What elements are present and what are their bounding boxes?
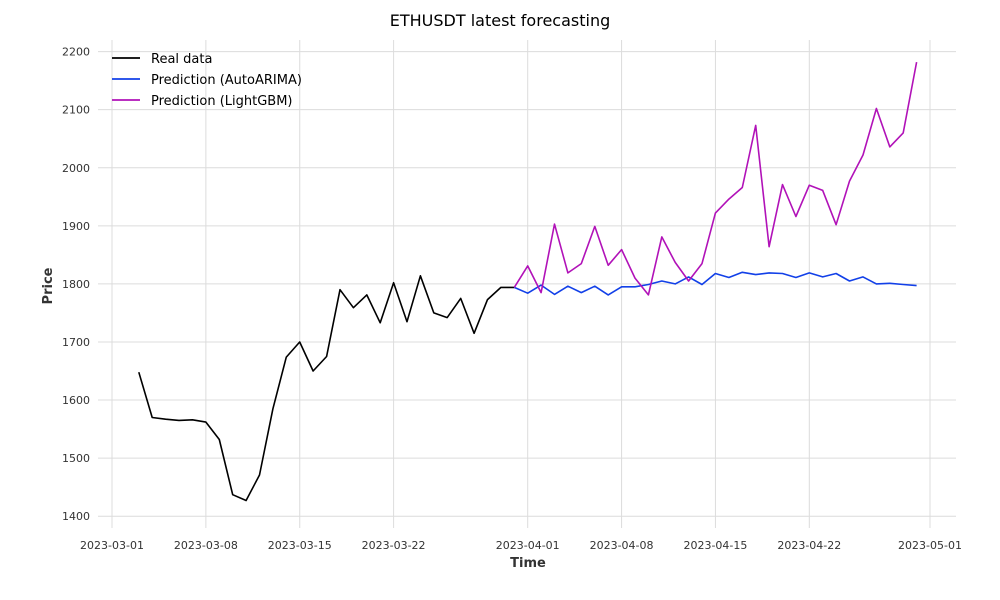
x-tick-label: 2023-03-08	[174, 539, 238, 552]
y-tick-label: 1700	[62, 336, 90, 349]
series-line-prediction-lightgbm	[513, 61, 918, 296]
x-tick-label: 2023-03-22	[362, 539, 426, 552]
legend-label: Real data	[151, 52, 212, 67]
series-layer	[138, 61, 918, 502]
y-tick-label: 1500	[62, 452, 90, 465]
legend: Real data Prediction (AutoARIMA) Predictio…	[112, 52, 302, 109]
series-line-real-data	[138, 274, 515, 502]
y-tick-labels: 1400 1500 1600 1700 1800 1900 2000 2100 2200	[62, 46, 90, 524]
x-tick-label: 2023-04-01	[496, 539, 560, 552]
x-tick-label: 2023-04-22	[777, 539, 841, 552]
y-axis-label: Price	[41, 267, 56, 304]
chart-title: ETHUSDT latest forecasting	[390, 11, 610, 30]
y-tick-label: 2100	[62, 104, 90, 117]
y-tick-label: 1800	[62, 278, 90, 291]
legend-label: Prediction (AutoARIMA)	[151, 73, 302, 88]
y-tick-label: 2200	[62, 46, 90, 59]
y-tick-label: 1600	[62, 394, 90, 407]
x-tick-label: 2023-03-01	[80, 539, 144, 552]
x-tick-labels: 2023-03-01 2023-03-08 2023-03-15 2023-03-22…	[80, 539, 962, 552]
legend-label: Prediction (LightGBM)	[151, 94, 293, 109]
x-tick-label: 2023-05-01	[898, 539, 962, 552]
y-tick-label: 2000	[62, 162, 90, 175]
y-tick-label: 1400	[62, 510, 90, 523]
y-tick-label: 1900	[62, 220, 90, 233]
x-tick-label: 2023-04-15	[683, 539, 747, 552]
x-tick-label: 2023-03-15	[268, 539, 332, 552]
y-gridlines	[98, 51, 956, 517]
series-line-prediction-autoarima	[513, 271, 917, 296]
x-axis-label: Time	[510, 556, 546, 571]
x-tick-label: 2023-04-08	[590, 539, 654, 552]
